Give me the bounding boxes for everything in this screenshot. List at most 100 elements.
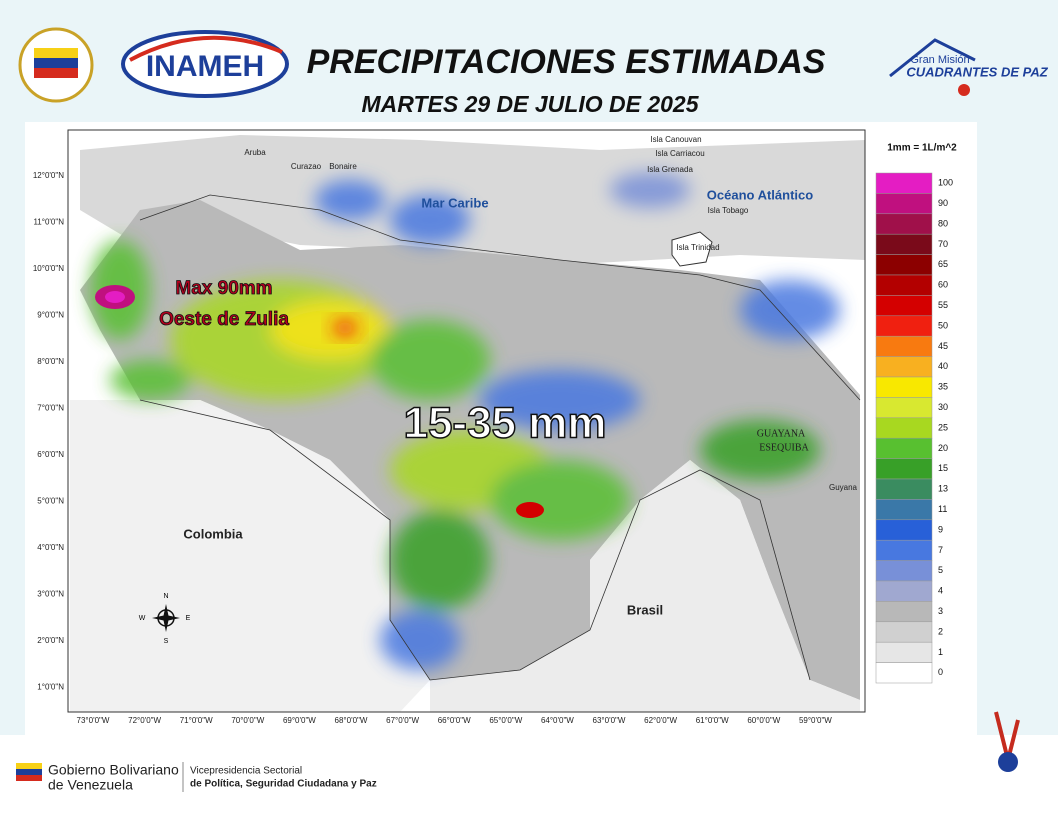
lat-label: 9°0'0"N [37, 311, 64, 320]
legend-label: 50 [938, 320, 948, 330]
place-label: Isla Canouvan [650, 135, 701, 144]
legend-label: 65 [938, 259, 948, 269]
legend-label: 90 [938, 198, 948, 208]
vice-top: Vicepresidencia Sectorial [190, 766, 302, 777]
legend-swatch [875, 499, 933, 521]
legend-label: 9 [938, 524, 943, 534]
legend-swatch [875, 478, 933, 500]
lon-label: 61°0'0"W [696, 716, 729, 725]
legend-swatch [875, 315, 933, 337]
compass-e: E [186, 615, 191, 622]
lon-label: 70°0'0"W [231, 716, 264, 725]
legend-label: 0 [938, 667, 943, 677]
legend-unit: 1mm = 1L/m^2 [887, 143, 957, 154]
place-label: Isla Tobago [708, 206, 749, 215]
legend-swatch [875, 539, 933, 561]
place-label: Bonaire [329, 162, 357, 171]
legend-label: 25 [938, 422, 948, 432]
legend-swatch [875, 335, 933, 357]
place-label: Isla Grenada [647, 165, 693, 174]
esequibo-label: ESEQUIBA [759, 442, 809, 453]
legend-swatch [875, 397, 933, 419]
legend-label: 3 [938, 606, 943, 616]
place-label: Curazao [291, 162, 322, 171]
legend-swatch [875, 213, 933, 235]
legend-label: 2 [938, 626, 943, 636]
lon-label: 69°0'0"W [283, 716, 316, 725]
legend-swatch [875, 172, 933, 194]
vice-bottom: de Política, Seguridad Ciudadana y Paz [190, 779, 377, 790]
lat-label: 8°0'0"N [37, 357, 64, 366]
lon-label: 73°0'0"W [77, 716, 110, 725]
esequibo-label: GUAYANA [757, 428, 806, 439]
legend-swatch [875, 641, 933, 663]
place-label: Guyana [829, 483, 858, 492]
max-place: Oeste de Zulia [159, 309, 289, 330]
lon-label: 59°0'0"W [799, 716, 832, 725]
legend-swatch [875, 274, 933, 296]
sea-label: Mar Caribe [421, 195, 488, 210]
compass-s: S [164, 638, 169, 645]
inameh-logo: INAMEH [121, 30, 289, 98]
lat-label: 11°0'0"N [33, 218, 64, 227]
lat-label: 10°0'0"N [33, 264, 64, 273]
legend-label: 1 [938, 647, 943, 657]
legend-swatch [875, 662, 933, 684]
inameh-text: INAMEH [146, 50, 264, 83]
legend-label: 60 [938, 280, 948, 290]
date: MARTES 29 DE JULIO DE 2025 [361, 91, 699, 117]
legend-swatch [875, 417, 933, 439]
place-label: Aruba [244, 148, 266, 157]
place-label: Isla Carriacou [655, 149, 704, 158]
mision-top: Gran Misión [910, 54, 969, 66]
bicentenario-logo [994, 711, 1020, 772]
legend-label: 4 [938, 586, 943, 596]
legend-label: 40 [938, 361, 948, 371]
legend-swatch [875, 560, 933, 582]
lat-label: 4°0'0"N [37, 543, 64, 552]
lon-label: 68°0'0"W [335, 716, 368, 725]
lat-label: 1°0'0"N [37, 683, 64, 692]
lat-label: 7°0'0"N [37, 404, 64, 413]
lat-label: 3°0'0"N [37, 590, 64, 599]
legend-label: 20 [938, 443, 948, 453]
legend-label: 13 [938, 484, 948, 494]
lat-label: 12°0'0"N [33, 171, 64, 180]
legend-label: 55 [938, 300, 948, 310]
legend-swatch [875, 193, 933, 215]
gob-top: Gobierno Bolivariano [48, 762, 179, 778]
place-label: Isla Trinidad [676, 243, 719, 252]
lon-label: 64°0'0"W [541, 716, 574, 725]
sea-label: Océano Atlántico [707, 187, 813, 202]
footer-band [0, 735, 1058, 816]
legend-swatch [875, 295, 933, 317]
lon-label: 67°0'0"W [386, 716, 419, 725]
lat-label: 5°0'0"N [37, 497, 64, 506]
mision-logo: Gran Misión CUADRANTES DE PAZ [889, 38, 1049, 96]
compass-n: N [163, 593, 168, 600]
compass: N S E W [139, 593, 191, 645]
gov-seal [18, 27, 94, 103]
gob-bottom: de Venezuela [48, 777, 133, 793]
legend-swatch [875, 580, 933, 602]
legend-label: 30 [938, 402, 948, 412]
annotations: Max 90mm Oeste de Zulia 15-35 mm [159, 278, 608, 449]
legend-swatch [875, 437, 933, 459]
range-label: 15-35 mm [403, 399, 606, 448]
country-label: Colombia [183, 526, 243, 541]
lon-label: 66°0'0"W [438, 716, 471, 725]
legend-swatch [875, 254, 933, 276]
lon-label: 62°0'0"W [644, 716, 677, 725]
legend-swatch [875, 356, 933, 378]
legend-label: 15 [938, 463, 948, 473]
title: PRECIPITACIONES ESTIMADAS [307, 43, 826, 81]
legend-label: 70 [938, 239, 948, 249]
lat-label: 2°0'0"N [37, 636, 64, 645]
legend-label: 5 [938, 565, 943, 575]
map-border [67, 129, 866, 713]
mision-bottom: CUADRANTES DE PAZ [906, 64, 1048, 79]
legend-swatch [875, 621, 933, 643]
footer: Gobierno Bolivariano de Venezuela Vicepr… [16, 762, 377, 793]
legend-swatch [875, 376, 933, 398]
max-label: Max 90mm [175, 278, 272, 299]
